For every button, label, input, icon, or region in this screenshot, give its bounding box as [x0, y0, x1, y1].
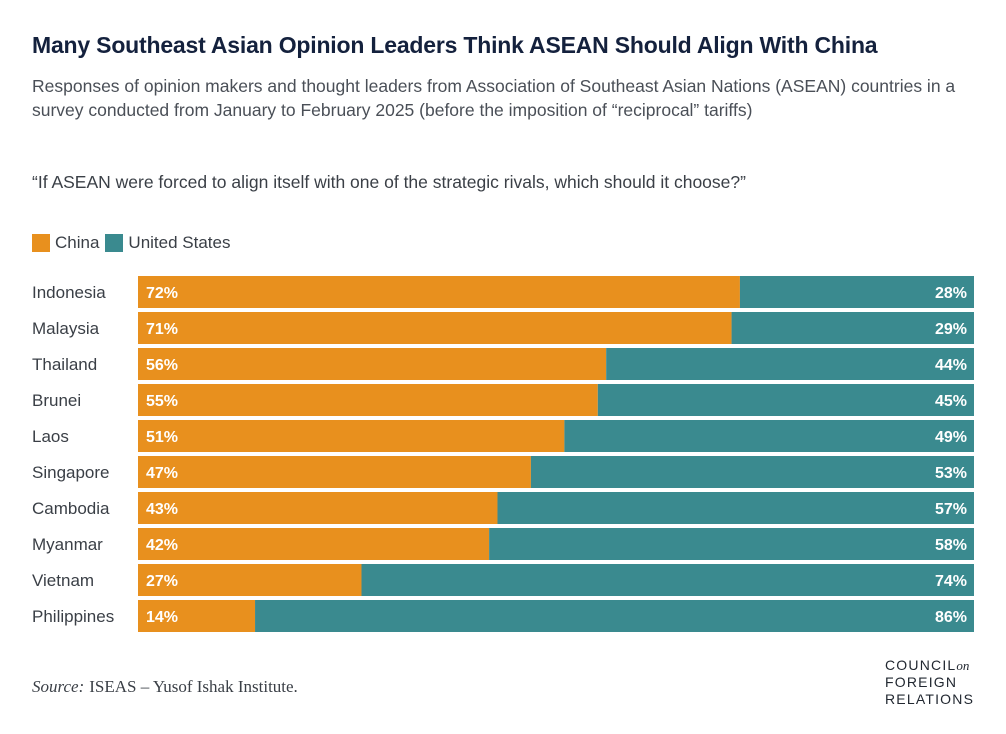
category-label-malaysia: Malaysia	[32, 319, 100, 338]
bar-united-states-laos	[564, 420, 974, 452]
bar-united-states-malaysia	[731, 312, 974, 344]
data-label-china-singapore: 47%	[146, 465, 178, 482]
source-note: Source: ISEAS – Yusof Ishak Institute.	[32, 677, 298, 697]
data-label-united-states-philippines: 86%	[935, 609, 967, 626]
legend-item-united-states: United States	[105, 233, 230, 253]
category-label-indonesia: Indonesia	[32, 283, 106, 302]
bar-united-states-indonesia	[739, 276, 974, 308]
data-label-china-philippines: 14%	[146, 609, 178, 626]
category-label-thailand: Thailand	[32, 355, 97, 374]
logo-line-foreign: FOREIGN	[885, 674, 958, 690]
bar-china-malaysia	[138, 312, 732, 344]
legend-item-china: China	[32, 233, 99, 253]
logo-line-relations: RELATIONS	[885, 691, 975, 707]
source-text: ISEAS – Yusof Ishak Institute.	[89, 677, 298, 696]
bar-united-states-vietnam	[361, 564, 975, 596]
data-label-china-vietnam: 27%	[146, 573, 178, 590]
bar-united-states-thailand	[606, 348, 974, 380]
category-label-vietnam: Vietnam	[32, 571, 94, 590]
data-label-china-thailand: 56%	[146, 357, 178, 374]
logo-word-on: on	[956, 658, 970, 673]
bar-united-states-myanmar	[489, 528, 974, 560]
cfr-logo: COUNCILon FOREIGN RELATIONS	[885, 657, 995, 708]
data-label-china-laos: 51%	[146, 429, 178, 446]
legend: China United States	[32, 233, 236, 253]
legend-swatch-china	[32, 234, 50, 252]
chart-subtitle: Responses of opinion makers and thought …	[32, 76, 956, 120]
data-label-united-states-thailand: 44%	[935, 357, 967, 374]
data-label-united-states-singapore: 53%	[935, 465, 967, 482]
bar-china-thailand	[138, 348, 607, 380]
data-label-china-cambodia: 43%	[146, 501, 178, 518]
legend-label-united-states: United States	[128, 233, 231, 252]
legend-swatch-united-states	[105, 234, 124, 252]
data-label-china-myanmar: 42%	[146, 537, 178, 554]
bar-china-vietnam	[138, 564, 362, 596]
data-label-china-malaysia: 71%	[146, 321, 178, 338]
chart-title: Many Southeast Asian Opinion Leaders Thi…	[32, 32, 878, 58]
bar-united-states-philippines	[255, 600, 975, 632]
source-label: Source:	[32, 677, 85, 696]
category-label-brunei: Brunei	[32, 391, 81, 410]
data-label-united-states-laos: 49%	[935, 429, 967, 446]
data-label-united-states-vietnam: 74%	[935, 573, 967, 590]
bar-united-states-singapore	[530, 456, 974, 488]
data-label-united-states-indonesia: 28%	[935, 285, 967, 302]
legend-label-china: China	[55, 233, 100, 252]
data-label-china-indonesia: 72%	[146, 285, 178, 302]
bar-china-brunei	[138, 384, 598, 416]
category-label-philippines: Philippines	[32, 607, 114, 626]
data-label-united-states-brunei: 45%	[935, 393, 967, 410]
category-label-singapore: Singapore	[32, 463, 110, 482]
bar-china-laos	[138, 420, 565, 452]
bar-china-cambodia	[138, 492, 498, 524]
bar-china-myanmar	[138, 528, 490, 560]
bar-china-singapore	[138, 456, 531, 488]
data-label-china-brunei: 55%	[146, 393, 178, 410]
category-label-myanmar: Myanmar	[32, 535, 103, 554]
bar-china-philippines	[138, 600, 256, 632]
data-label-united-states-malaysia: 29%	[935, 321, 967, 338]
category-label-cambodia: Cambodia	[32, 499, 110, 518]
data-label-united-states-myanmar: 58%	[935, 537, 967, 554]
logo-line-council: COUNCIL	[885, 657, 957, 673]
stacked-bar-chart: Indonesia 72% 28% Malaysia 71% 29% Thailand 56%…	[32, 276, 975, 632]
category-label-laos: Laos	[32, 427, 69, 446]
data-label-united-states-cambodia: 57%	[935, 501, 967, 518]
bar-united-states-brunei	[597, 384, 974, 416]
survey-question: “If ASEAN were forced to align itself wi…	[32, 172, 746, 192]
bar-united-states-cambodia	[497, 492, 974, 524]
bar-china-indonesia	[138, 276, 740, 308]
